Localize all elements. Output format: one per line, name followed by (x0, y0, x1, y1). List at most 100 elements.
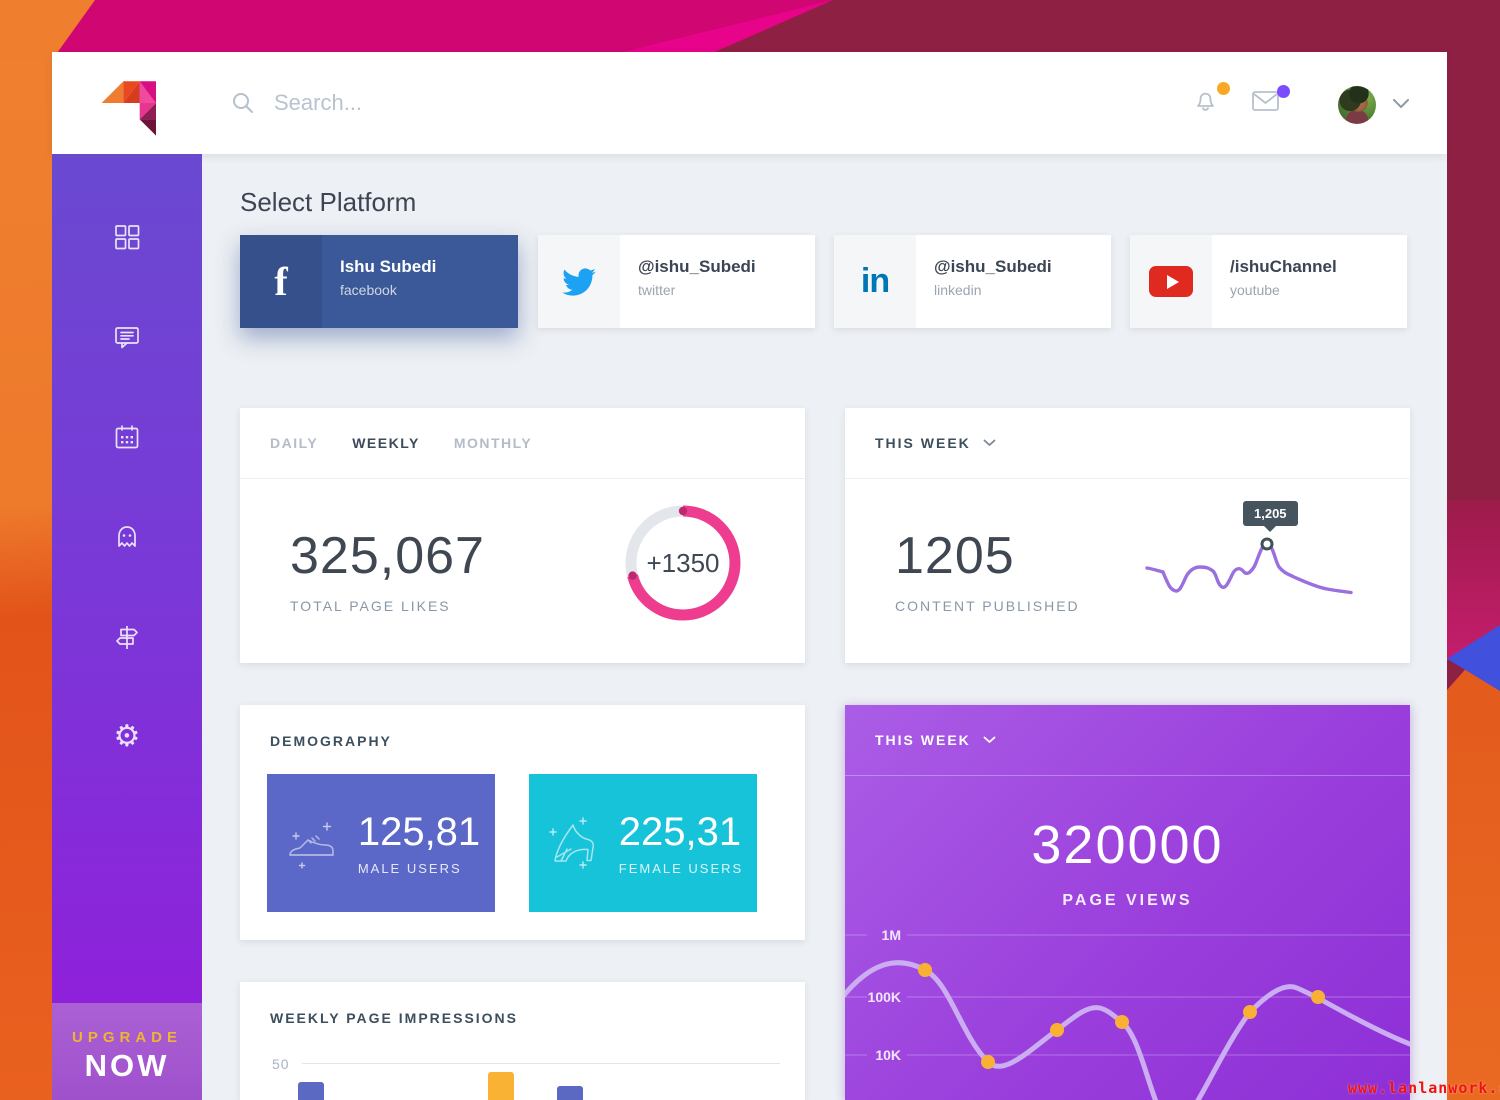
sparkline-peak-marker (1260, 537, 1274, 551)
impressions-y-tick: 50 (272, 1056, 290, 1072)
page-views-value: 320000 (1031, 815, 1224, 875)
main-content: Select Platform f Ishu Subedi facebook @… (202, 154, 1447, 1100)
top-bar (52, 52, 1447, 154)
platform-card-twitter[interactable]: @ishu_Subedi twitter (538, 235, 815, 328)
bg-left-orange-band (0, 0, 52, 1100)
tab-monthly[interactable]: MONTHLY (453, 435, 533, 451)
sparkline-tooltip: 1,205 (1243, 501, 1298, 532)
impressions-bar (488, 1072, 514, 1100)
platform-account-name: /ishuChannel (1230, 257, 1337, 276)
impressions-title: WEEKLY PAGE IMPRESSIONS (270, 1010, 519, 1026)
demography-title: DEMOGRAPHY (270, 733, 392, 749)
platform-network-label: youtube (1230, 282, 1280, 298)
total-likes-value: 325,067 (290, 527, 485, 585)
platform-account-name: @ishu_Subedi (638, 257, 756, 276)
platform-network-label: facebook (340, 282, 397, 298)
sidebar-item-calendar[interactable] (52, 407, 202, 467)
user-avatar[interactable] (1338, 86, 1376, 124)
watermark: www.lanlanwork.com (1348, 1079, 1500, 1097)
bell-icon (1197, 92, 1214, 111)
platform-card-youtube[interactable]: /ishuChannel youtube (1130, 235, 1407, 328)
upgrade-now-button[interactable]: UPGRADE NOW (52, 1003, 202, 1100)
sidebar-item-messages[interactable] (52, 307, 202, 367)
content-published-label: CONTENT PUBLISHED (895, 598, 1080, 614)
high-heel-icon (549, 817, 594, 869)
impressions-bar (298, 1082, 324, 1100)
sidebar-item-signpost[interactable] (52, 607, 202, 667)
page-views-label: PAGE VIEWS (1062, 892, 1193, 909)
gear-icon: ⚙ (113, 719, 141, 754)
demography-card: DEMOGRAPHY 125,81 MALE U (240, 705, 805, 940)
page-views-card: THIS WEEK 320000 PAGE VIEWS 1M 100K 10K (845, 705, 1410, 1100)
y-tick-100k: 100K (868, 989, 901, 1005)
grid-icon (115, 225, 140, 250)
bg-right-orange (1447, 630, 1500, 1100)
sidebar-item-ghost[interactable] (52, 507, 202, 567)
platform-network-label: linkedin (934, 282, 982, 298)
app-logo[interactable] (52, 52, 202, 154)
youtube-icon (1149, 266, 1193, 297)
page-views-line-chart: 1M 100K 10K (845, 927, 1410, 1100)
chat-icon (115, 327, 139, 349)
content-published-card: THIS WEEK 1205 CONTENT PUBLISHED 1,205 (845, 408, 1410, 663)
impressions-gridline (302, 1063, 780, 1064)
female-users-value: 225,31 (618, 810, 742, 854)
search-area (230, 52, 696, 154)
female-users-label: FEMALE USERS (618, 861, 744, 876)
tab-daily[interactable]: DAILY (270, 435, 319, 451)
female-users-tile: 225,31 FEMALE USERS (529, 774, 757, 912)
total-likes-label: TOTAL PAGE LIKES (290, 598, 451, 614)
period-selector-label[interactable]: THIS WEEK (875, 732, 971, 748)
chevron-down-icon (1393, 99, 1409, 108)
sidebar-nav: ⚙ UPGRADE NOW (52, 154, 202, 1100)
chevron-down-icon[interactable] (983, 736, 996, 744)
male-users-label: MALE USERS (357, 861, 462, 876)
search-input[interactable] (272, 89, 696, 117)
content-published-value: 1205 (895, 527, 1015, 585)
platform-card-facebook[interactable]: f Ishu Subedi facebook (240, 235, 518, 328)
facebook-icon-box: f (240, 235, 322, 328)
tab-weekly[interactable]: WEEKLY (352, 435, 420, 451)
mail-badge (1277, 85, 1290, 98)
impressions-card: WEEKLY PAGE IMPRESSIONS 50 (240, 982, 805, 1100)
period-selector-label[interactable]: THIS WEEK (875, 435, 971, 451)
platform-account-name: @ishu_Subedi (934, 257, 1052, 276)
line-chart-points (918, 963, 1325, 1069)
platform-account-name: Ishu Subedi (340, 257, 437, 276)
y-tick-1m: 1M (882, 927, 901, 943)
facebook-icon: f (274, 259, 288, 304)
profile-menu-chevron[interactable] (1392, 98, 1410, 109)
mail-icon (1252, 91, 1279, 111)
signpost-icon (116, 626, 138, 649)
calendar-icon (115, 425, 139, 449)
ghost-icon (118, 526, 136, 547)
twitter-icon (562, 267, 596, 296)
mail-button[interactable] (1250, 85, 1290, 124)
origami-logo-icon (101, 81, 156, 136)
chevron-down-icon[interactable] (983, 439, 996, 447)
twitter-icon-box (538, 235, 620, 328)
page-likes-card: DAILY WEEKLY MONTHLY 325,067 TOTAL PAGE … (240, 408, 805, 663)
linkedin-icon: in (860, 262, 890, 300)
likes-delta-value: +1350 (646, 548, 720, 578)
mens-shoe-icon (289, 822, 334, 869)
youtube-icon-box (1130, 235, 1212, 328)
male-users-tile: 125,81 MALE USERS (267, 774, 495, 912)
upgrade-label: UPGRADE (71, 1029, 182, 1046)
male-users-value: 125,81 (357, 810, 481, 854)
progress-ring-icon (625, 505, 741, 621)
bg-right-band (1447, 0, 1500, 1100)
sidebar-item-dashboard[interactable] (52, 207, 202, 267)
sidebar-item-settings[interactable]: ⚙ (52, 707, 202, 767)
content-sparkline-chart (1145, 537, 1353, 595)
platform-card-linkedin[interactable]: in @ishu_Subedi linkedin (834, 235, 1111, 328)
likes-card-tabs: DAILY WEEKLY MONTHLY (240, 408, 805, 479)
y-tick-10k: 10K (875, 1047, 901, 1063)
impressions-bar (557, 1086, 583, 1100)
notification-badge (1217, 82, 1230, 95)
notifications-button[interactable] (1190, 82, 1230, 121)
likes-progress-ring: +1350 (618, 498, 748, 628)
page-title: Select Platform (240, 187, 417, 217)
search-icon (233, 93, 253, 113)
